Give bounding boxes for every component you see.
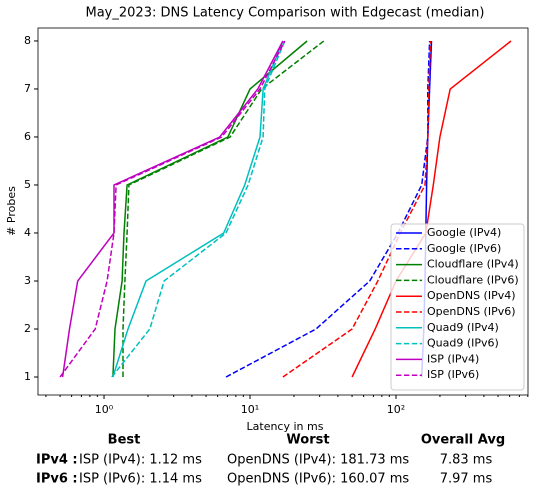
y-tick-label: 2 (24, 322, 31, 335)
table-header: Worst (286, 433, 329, 448)
axes-frame (37, 27, 529, 396)
y-tick-label: 5 (24, 178, 31, 191)
x-tick-label: 10⁰ (95, 403, 114, 416)
x-axis-label: Latency in ms (247, 420, 324, 433)
legend-label: Quad9 (IPv6) (427, 337, 499, 350)
best-cell: ISP (IPv4): 1.12 ms (79, 453, 202, 468)
legend-label: Quad9 (IPv4) (427, 321, 499, 334)
series-line (122, 40, 325, 377)
row-label: IPv6 : (36, 472, 78, 487)
worst-cell: OpenDNS (IPv4): 181.73 ms (227, 453, 409, 468)
plot-area: 10⁰ 10¹ 10² 1 2 3 4 5 6 7 8 (24, 27, 529, 416)
series-line (351, 40, 512, 378)
worst-cell: OpenDNS (IPv6): 160.07 ms (227, 472, 409, 487)
y-tick-label: 4 (24, 226, 31, 239)
x-tick-label: 10¹ (241, 403, 259, 416)
series-line (112, 40, 284, 378)
y-axis-label: # Probes (5, 186, 18, 236)
legend-label: ISP (IPv4) (427, 352, 479, 365)
legend-label: OpenDNS (IPv6) (427, 305, 516, 318)
series-line (112, 40, 308, 378)
series-line (111, 40, 286, 378)
legend: Google (IPv4) Google (IPv6) Cloudflare (IP… (390, 223, 525, 391)
table-header: Best (108, 433, 141, 448)
y-tick-label: 6 (24, 130, 31, 143)
table-header: Overall Avg (421, 433, 505, 448)
y-tick-label: 1 (24, 370, 31, 383)
series-line (61, 40, 284, 378)
best-cell: ISP (IPv6): 1.14 ms (79, 472, 202, 487)
legend-label: Google (IPv4) (427, 226, 501, 239)
y-tick-label: 8 (24, 34, 31, 47)
y-tick-label: 3 (24, 274, 31, 287)
legend-label: Google (IPv6) (427, 242, 501, 255)
avg-cell: 7.83 ms (440, 453, 493, 468)
x-tick-label: 10² (387, 403, 405, 416)
y-tick-label: 7 (24, 82, 31, 95)
series-line (225, 40, 431, 378)
legend-box (390, 223, 525, 391)
avg-cell: 7.97 ms (440, 472, 493, 487)
chart-title: May_2023: DNS Latency Comparison with Ed… (86, 6, 485, 21)
series-line (282, 40, 432, 378)
legend-label: Cloudflare (IPv4) (427, 258, 519, 271)
legend-label: Cloudflare (IPv6) (427, 273, 519, 286)
row-label: IPv4 : (36, 453, 78, 468)
legend-label: OpenDNS (IPv4) (427, 289, 516, 302)
series-line (59, 40, 286, 378)
legend-label: ISP (IPv6) (427, 368, 479, 381)
